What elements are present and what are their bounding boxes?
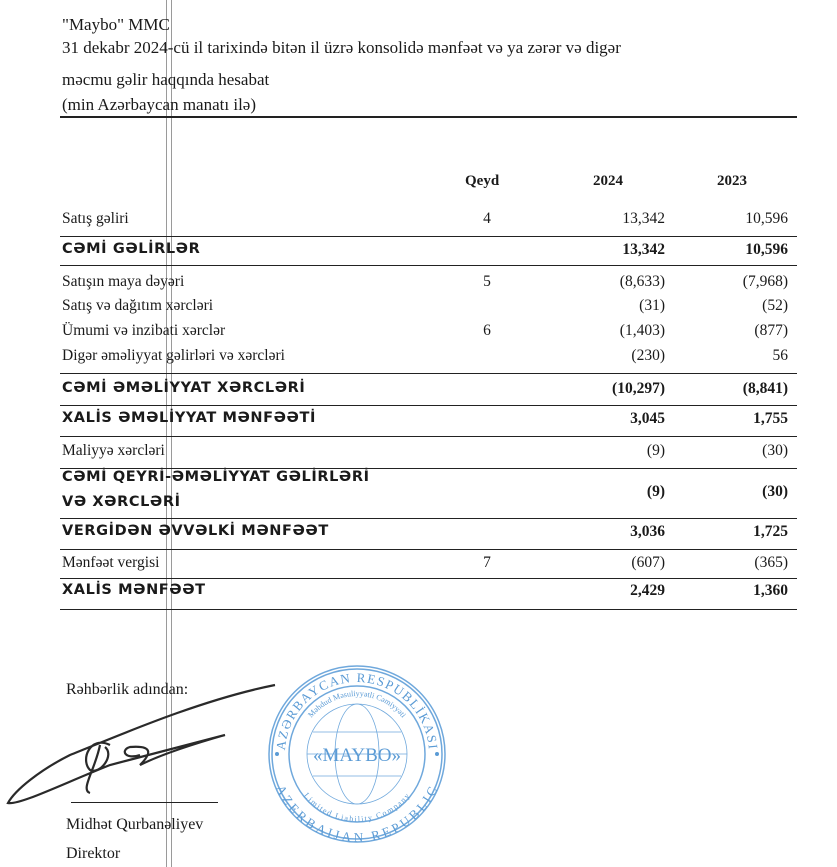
row-value-2023: (52)	[762, 297, 788, 314]
row-value-2024: (31)	[639, 297, 665, 314]
stamp-center-text: «MAYBO»	[313, 745, 401, 766]
row-value-2023: (30)	[762, 483, 788, 500]
report-title-line2: məcmu gəlir haqqında hesabat	[62, 70, 270, 89]
column-header-2024: 2024	[593, 173, 623, 189]
row-value-2023: 56	[772, 347, 789, 364]
row-value-2023: 1,755	[753, 410, 788, 427]
row-value-2024: 13,342	[622, 241, 665, 258]
row-value-2023: 1,360	[753, 582, 788, 599]
row-label: CƏMİ ƏMƏLİYYAT XƏRCLƏRİ	[62, 380, 306, 396]
row-value-2024: (1,403)	[619, 322, 665, 339]
row-label: Satışın maya dəyəri	[62, 273, 185, 290]
row-value-2024: (230)	[631, 347, 665, 364]
stamp-text-top: AZƏRBAYCAN RESPUBLİKASI	[273, 670, 439, 751]
row-label: VERGİDƏN ƏVVƏLKİ MƏNFƏƏT	[62, 523, 329, 539]
row-value-2024: (10,297)	[612, 380, 665, 397]
row-divider	[60, 468, 797, 470]
company-stamp: AZƏRBAYCAN RESPUBLİKASI AZERBAIJAN REPUB…	[268, 665, 446, 845]
row-value-2024: (8,633)	[619, 273, 665, 290]
row-note: 4	[483, 210, 491, 227]
row-value-2024: (9)	[646, 442, 665, 459]
row-label: XALİS MƏNFƏƏT	[62, 582, 206, 598]
row-note: 6	[483, 322, 491, 339]
row-label: Maliyyə xərcləri	[62, 442, 165, 459]
row-divider	[60, 549, 797, 551]
row-label: Satış və dağıtım xərcləri	[62, 297, 214, 314]
scan-artifact-line	[166, 0, 167, 867]
row-divider	[60, 609, 797, 611]
scan-artifact-line	[171, 0, 172, 867]
row-label: Satış gəliri	[62, 210, 129, 227]
company-name: "Maybo" MMC	[62, 15, 170, 34]
row-label: Mənfəət vergisi	[62, 554, 160, 571]
row-label: XALİS ƏMƏLİYYAT MƏNFƏƏTİ	[62, 410, 316, 426]
row-divider	[60, 265, 797, 267]
row-value-2024: (9)	[646, 483, 665, 500]
row-value-2023: (7,968)	[742, 273, 788, 290]
row-divider	[60, 405, 797, 407]
report-units: (min Azərbaycan manatı ilə)	[62, 95, 256, 114]
svg-text:AZƏRBAYCAN RESPUBLİKASI: AZƏRBAYCAN RESPUBLİKASI	[273, 670, 441, 751]
row-value-2024: 3,036	[630, 523, 665, 540]
on-behalf-label: Rəhbərlik adından:	[66, 681, 189, 698]
row-value-2024: 3,045	[630, 410, 665, 427]
row-note: 7	[483, 554, 491, 571]
signatory-name: Midhət Qurbanəliyev	[66, 816, 204, 833]
svg-text:AZERBAIJAN REPUBLIC: AZERBAIJAN REPUBLIC	[273, 782, 440, 844]
column-header-note: Qeyd	[465, 173, 500, 189]
row-value-2023: (30)	[762, 442, 788, 459]
handwritten-signature	[6, 683, 276, 805]
report-title-line1: 31 dekabr 2024-cü il tarixində bitən il …	[62, 38, 621, 57]
row-value-2023: 10,596	[745, 241, 788, 258]
row-divider	[60, 518, 797, 520]
row-note: 5	[483, 273, 491, 290]
row-divider	[60, 578, 797, 580]
row-value-2024: (607)	[631, 554, 665, 571]
header-rule	[60, 116, 797, 118]
row-value-2024: 13,342	[622, 210, 665, 227]
row-label-continued: VƏ XƏRCLƏRİ	[62, 494, 181, 510]
row-label: CƏMİ GƏLİRLƏR	[62, 241, 201, 257]
row-value-2023: (8,841)	[742, 380, 788, 397]
row-value-2023: 1,725	[753, 523, 788, 540]
row-label: CƏMİ QEYRİ-ƏMƏLİYYAT GƏLİRLƏRİ	[62, 469, 370, 485]
svg-text:Limited Liability Company: Limited Liability Company	[302, 791, 412, 824]
row-label: Digər əməliyyat gəlirləri və xərcləri	[62, 347, 285, 364]
column-header-2023: 2023	[717, 173, 747, 189]
row-value-2023: (365)	[754, 554, 788, 571]
row-divider	[60, 373, 797, 375]
signature-line	[71, 802, 218, 803]
row-label: Ümumi və inzibati xərclər	[62, 322, 226, 339]
row-value-2024: 2,429	[630, 582, 665, 599]
row-divider	[60, 236, 797, 238]
row-divider	[60, 436, 797, 438]
row-value-2023: 10,596	[745, 210, 788, 227]
signatory-position: Direktor	[66, 845, 121, 862]
row-value-2023: (877)	[754, 322, 788, 339]
